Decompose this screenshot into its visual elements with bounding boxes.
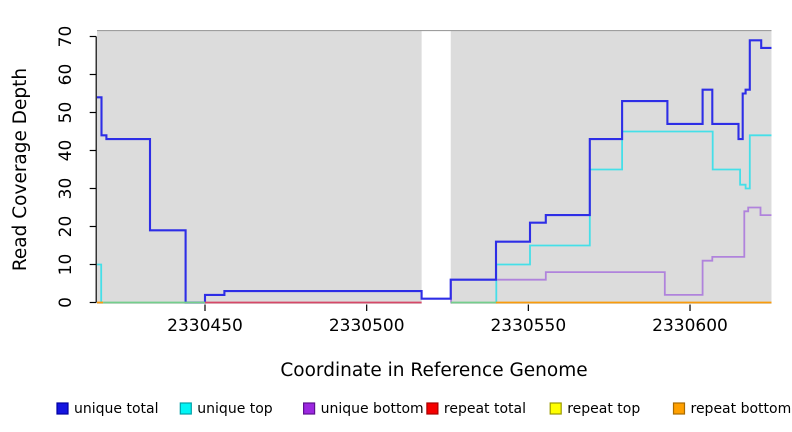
x-tick-label: 2330500	[329, 316, 405, 336]
y-tick-label: 60	[56, 64, 76, 86]
legend-swatch-repeat-total	[426, 402, 439, 415]
legend-label-unique-total: unique total	[74, 401, 158, 417]
series-line-unique-top	[495, 130, 772, 304]
x-tick-label: 2330550	[490, 316, 566, 336]
series-line-unique-total	[97, 39, 772, 304]
y-tick-label: 10	[56, 254, 76, 276]
legend-swatch-unique-top	[179, 402, 192, 415]
legend-swatch-unique-total	[56, 402, 69, 415]
legend-swatch-repeat-bottom	[672, 402, 686, 415]
legend-label-unique-top: unique top	[197, 401, 273, 417]
x-tick-label: 2330450	[167, 316, 243, 336]
legend-label-unique-bottom: unique bottom	[321, 401, 424, 417]
coverage-gap-region	[421, 30, 451, 304]
y-axis-title: Read Coverage Depth	[10, 68, 31, 271]
y-tick-label: 0	[56, 297, 76, 308]
legend-label-repeat-bottom: repeat bottom	[691, 401, 792, 417]
legend-label-repeat-top: repeat top	[567, 401, 640, 417]
series-line-unique-bottom	[450, 206, 772, 304]
x-axis-title: Coordinate in Reference Genome	[280, 360, 587, 381]
y-tick-label: 50	[56, 102, 76, 124]
y-tick-label: 30	[56, 178, 76, 200]
y-tick-label: 70	[56, 26, 76, 48]
legend-label-repeat-total: repeat total	[444, 401, 526, 417]
legend-swatch-unique-bottom	[303, 402, 316, 415]
y-tick-label: 40	[56, 140, 76, 162]
legend-swatch-repeat-top	[549, 402, 562, 415]
x-tick-label: 2330600	[652, 316, 728, 336]
y-tick-label: 20	[56, 216, 76, 238]
